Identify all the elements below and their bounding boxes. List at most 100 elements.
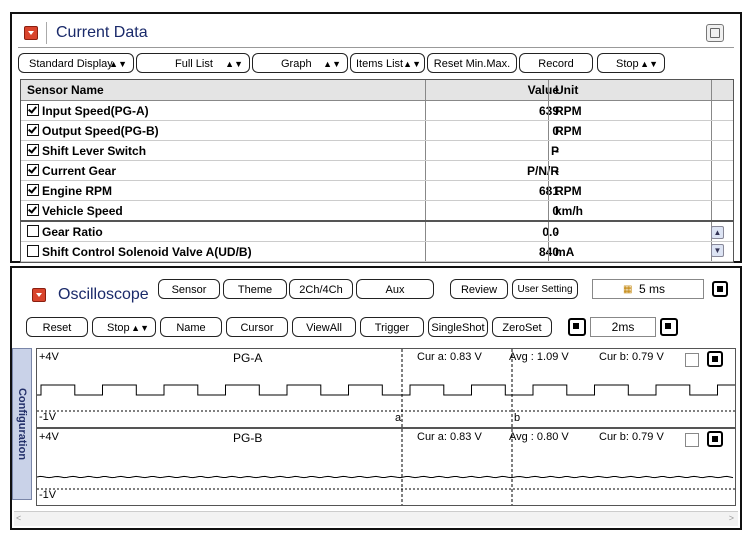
timebase-display: 2ms — [590, 317, 656, 337]
dropdown-arrows-icon: ▲▼ — [109, 59, 127, 69]
sensor-unit: - — [555, 225, 559, 239]
standard-display-dropdown[interactable]: Standard Display ▲▼ — [18, 53, 134, 73]
user-setting-button[interactable]: User Setting — [512, 279, 578, 299]
sensor-name: Input Speed(PG-A) — [42, 104, 149, 118]
reset-min-max-button[interactable]: Reset Min.Max. — [427, 53, 517, 73]
channel-mode-button[interactable]: 2Ch/4Ch — [289, 279, 353, 299]
row-checkbox[interactable] — [27, 164, 39, 176]
record-button[interactable]: Record — [519, 53, 593, 73]
timebase-decrease-button[interactable] — [568, 318, 586, 336]
name-button[interactable]: Name — [160, 317, 222, 337]
stop-dropdown[interactable]: Stop ▲▼ — [597, 53, 665, 73]
channel-1-plot: +4V PG-A Cur a: 0.83 V Avg : 1.09 V Cur … — [36, 348, 736, 428]
collapse-panel-icon[interactable] — [24, 26, 38, 40]
review-button[interactable]: Review — [450, 279, 508, 299]
table-row[interactable]: Current Gear P/N/R - — [21, 161, 733, 181]
ch1-maximize-icon[interactable] — [707, 351, 723, 367]
horizontal-scrollbar[interactable]: < > — [14, 511, 738, 526]
sensor-unit: RPM — [555, 104, 582, 118]
sensor-name: Output Speed(PG-B) — [42, 124, 159, 138]
ch2-cursor-b-value: Cur b: 0.79 V — [599, 431, 664, 443]
header-value: Value — [527, 83, 559, 97]
dropdown-arrows-icon: ▲▼ — [403, 59, 421, 69]
row-checkbox[interactable] — [27, 144, 39, 156]
window-restore-icon[interactable] — [706, 24, 724, 42]
reset-button[interactable]: Reset — [26, 317, 88, 337]
scroll-left-icon[interactable]: < — [16, 513, 22, 523]
header-unit: Unit — [555, 83, 579, 97]
scroll-down-icon[interactable]: ▼ — [711, 244, 724, 257]
ch2-waveform — [37, 429, 735, 505]
theme-button[interactable]: Theme — [223, 279, 287, 299]
cursor-a-marker: a — [395, 412, 402, 424]
sensor-value: P — [550, 144, 559, 158]
row-checkbox[interactable] — [27, 184, 39, 196]
row-checkbox[interactable] — [27, 245, 39, 257]
stop-dropdown[interactable]: Stop ▲▼ — [92, 317, 156, 337]
aux-button[interactable]: Aux — [356, 279, 434, 299]
ch2-bottom-label: -1V — [39, 489, 57, 501]
sensor-unit: mA — [555, 245, 575, 259]
table-row[interactable]: Vehicle Speed 0 km/h — [21, 201, 733, 222]
time-icon: ▦ — [623, 284, 633, 295]
sensor-value: 0.0 — [542, 225, 559, 239]
view-all-button[interactable]: ViewAll — [292, 317, 356, 337]
timebase-increase-button[interactable] — [660, 318, 678, 336]
header-sensor-name: Sensor Name — [27, 83, 104, 97]
sensor-name: Vehicle Speed — [42, 204, 123, 218]
full-list-dropdown[interactable]: Full List ▲▼ — [136, 53, 250, 73]
ch1-average-value: Avg : 1.09 V — [509, 351, 569, 363]
collapse-panel-icon[interactable] — [32, 288, 46, 302]
cursor-button[interactable]: Cursor — [226, 317, 288, 337]
sensor-unit: - — [555, 144, 559, 158]
cursor-b-marker: b — [514, 412, 521, 424]
row-checkbox[interactable] — [27, 204, 39, 216]
table-row[interactable]: Shift Lever Switch P - — [21, 141, 733, 161]
ch1-bottom-label: -1V — [39, 411, 57, 423]
time-display: ▦ 5 ms — [592, 279, 704, 299]
ch1-cursor-b-value: Cur b: 0.79 V — [599, 351, 664, 363]
ch2-checkbox[interactable] — [685, 433, 699, 447]
sensor-unit: km/h — [555, 204, 584, 218]
trigger-button[interactable]: Trigger — [360, 317, 424, 337]
ch1-checkbox[interactable] — [685, 353, 699, 367]
ch2-name: PG-B — [233, 431, 263, 445]
dropdown-arrows-icon: ▲▼ — [323, 59, 341, 69]
table-row[interactable]: Shift Control Solenoid Valve A(UD/B)840m… — [21, 242, 733, 262]
row-checkbox[interactable] — [27, 124, 39, 136]
sensor-name: Shift Lever Switch — [42, 144, 147, 158]
row-checkbox[interactable] — [27, 225, 39, 237]
sensor-name: Gear Ratio — [42, 225, 103, 239]
graph-dropdown[interactable]: Graph ▲▼ — [252, 53, 348, 73]
dropdown-arrows-icon: ▲▼ — [225, 59, 243, 69]
sensor-table: Sensor Name Value Unit Input Speed(PG-A)… — [20, 79, 734, 263]
ch2-cursor-a-value: Cur a: 0.83 V — [417, 431, 482, 443]
sensor-value: 0 — [552, 124, 559, 138]
panel-title: Current Data — [56, 24, 148, 41]
ch2-average-value: Avg : 0.80 V — [509, 431, 569, 443]
row-checkbox[interactable] — [27, 104, 39, 116]
items-list-dropdown[interactable]: Items List ▲▼ — [350, 53, 425, 73]
scroll-up-icon[interactable]: ▲ — [711, 226, 724, 239]
title-underline — [18, 47, 734, 48]
maximize-icon[interactable] — [712, 281, 728, 297]
scroll-right-icon[interactable]: > — [728, 513, 734, 523]
single-shot-button[interactable]: SingleShot — [428, 317, 488, 337]
sensor-button[interactable]: Sensor — [158, 279, 220, 299]
ch2-top-label: +4V — [39, 431, 59, 443]
panel-title: Oscilloscope — [58, 286, 149, 303]
sensor-unit: - — [555, 164, 559, 178]
sensor-name: Engine RPM — [42, 184, 113, 198]
zero-set-button[interactable]: ZeroSet — [492, 317, 552, 337]
table-row[interactable]: Gear Ratio 0.0- — [21, 222, 733, 242]
dropdown-arrows-icon: ▲▼ — [131, 323, 149, 333]
sensor-unit: RPM — [555, 124, 582, 138]
table-row[interactable]: Input Speed(PG-A)639RPM — [21, 101, 733, 121]
configuration-tab[interactable]: Configuration — [12, 348, 32, 500]
table-header: Sensor Name Value Unit — [21, 80, 733, 101]
sensor-value: 0 — [552, 204, 559, 218]
table-row[interactable]: Output Speed(PG-B) 0 RPM — [21, 121, 733, 141]
ch2-maximize-icon[interactable] — [707, 431, 723, 447]
sensor-name: Current Gear — [42, 164, 117, 178]
table-row[interactable]: Engine RPM681RPM — [21, 181, 733, 201]
